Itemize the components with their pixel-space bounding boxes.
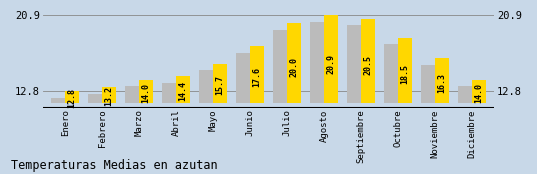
Text: 12.8: 12.8: [68, 88, 77, 108]
Text: 14.0: 14.0: [474, 83, 483, 103]
Bar: [162, 82, 176, 103]
Bar: [199, 70, 213, 103]
Bar: [287, 23, 301, 103]
Bar: [102, 87, 116, 103]
Bar: [273, 30, 287, 103]
Text: 20.9: 20.9: [326, 53, 336, 73]
Text: 14.0: 14.0: [142, 83, 150, 103]
Text: 17.6: 17.6: [252, 68, 262, 87]
Bar: [384, 44, 398, 103]
Bar: [139, 80, 153, 103]
Bar: [125, 86, 139, 103]
Bar: [250, 46, 264, 103]
Text: 20.0: 20.0: [289, 57, 299, 77]
Bar: [213, 64, 227, 103]
Text: 14.4: 14.4: [179, 81, 187, 101]
Bar: [65, 91, 79, 103]
Bar: [310, 22, 324, 103]
Text: Temperaturas Medias en azutan: Temperaturas Medias en azutan: [11, 159, 217, 172]
Bar: [458, 86, 472, 103]
Bar: [421, 65, 435, 103]
Bar: [472, 80, 486, 103]
Text: 18.5: 18.5: [401, 64, 409, 84]
Text: 13.2: 13.2: [105, 86, 114, 106]
Text: 16.3: 16.3: [438, 73, 446, 93]
Bar: [51, 98, 65, 103]
Bar: [176, 76, 190, 103]
Bar: [347, 25, 361, 103]
Text: 20.5: 20.5: [364, 55, 373, 75]
Bar: [398, 38, 412, 103]
Bar: [88, 94, 102, 103]
Text: 15.7: 15.7: [215, 76, 224, 96]
Bar: [236, 53, 250, 103]
Bar: [324, 15, 338, 103]
Bar: [361, 19, 375, 103]
Bar: [435, 58, 449, 103]
